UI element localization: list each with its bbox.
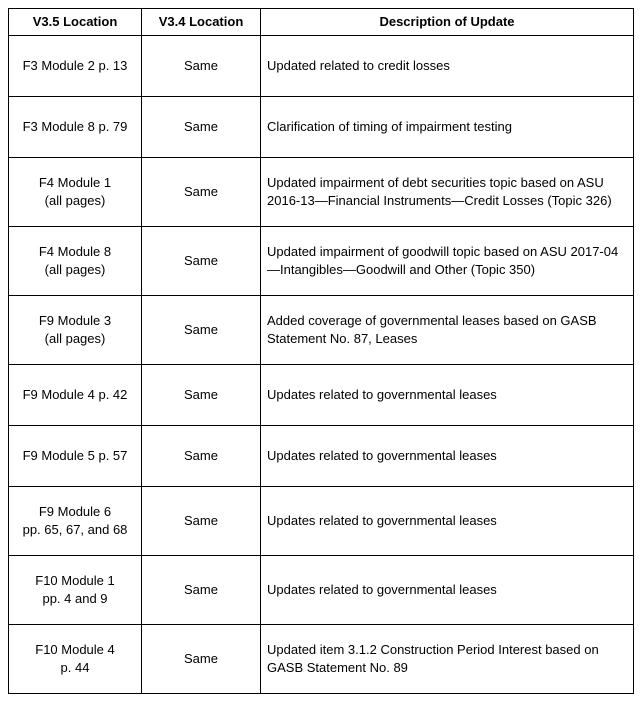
cell-v34-location: Same [142, 35, 261, 96]
cell-v34-location: Same [142, 555, 261, 624]
table-row: F4 Module 1 (all pages)SameUpdated impai… [9, 157, 634, 226]
table-row: F10 Module 1 pp. 4 and 9SameUpdates rela… [9, 555, 634, 624]
table-row: F10 Module 4 p. 44SameUpdated item 3.1.2… [9, 624, 634, 693]
updates-table: V3.5 Location V3.4 Location Description … [8, 8, 634, 694]
cell-description: Updated item 3.1.2 Construction Period I… [261, 624, 634, 693]
cell-v34-location: Same [142, 624, 261, 693]
table-row: F3 Module 8 p. 79SameClarification of ti… [9, 96, 634, 157]
table-body: F3 Module 2 p. 13SameUpdated related to … [9, 35, 634, 693]
table-row: F9 Module 6 pp. 65, 67, and 68SameUpdate… [9, 486, 634, 555]
cell-description: Updates related to governmental leases [261, 486, 634, 555]
cell-v35-location: F3 Module 2 p. 13 [9, 35, 142, 96]
cell-v35-location: F9 Module 4 p. 42 [9, 364, 142, 425]
table-row: F4 Module 8 (all pages)SameUpdated impai… [9, 226, 634, 295]
cell-v35-location: F10 Module 1 pp. 4 and 9 [9, 555, 142, 624]
table-row: F3 Module 2 p. 13SameUpdated related to … [9, 35, 634, 96]
cell-v34-location: Same [142, 96, 261, 157]
cell-description: Updates related to governmental leases [261, 364, 634, 425]
cell-v35-location: F9 Module 5 p. 57 [9, 425, 142, 486]
table-header-row: V3.5 Location V3.4 Location Description … [9, 9, 634, 36]
cell-description: Clarification of timing of impairment te… [261, 96, 634, 157]
cell-v35-location: F4 Module 1 (all pages) [9, 157, 142, 226]
cell-v34-location: Same [142, 226, 261, 295]
cell-v35-location: F9 Module 6 pp. 65, 67, and 68 [9, 486, 142, 555]
col-header-desc: Description of Update [261, 9, 634, 36]
cell-v34-location: Same [142, 486, 261, 555]
col-header-v35: V3.5 Location [9, 9, 142, 36]
col-header-v34: V3.4 Location [142, 9, 261, 36]
cell-v34-location: Same [142, 295, 261, 364]
cell-description: Added coverage of governmental leases ba… [261, 295, 634, 364]
table-row: F9 Module 5 p. 57SameUpdates related to … [9, 425, 634, 486]
cell-description: Updated impairment of goodwill topic bas… [261, 226, 634, 295]
table-row: F9 Module 4 p. 42SameUpdates related to … [9, 364, 634, 425]
cell-v35-location: F3 Module 8 p. 79 [9, 96, 142, 157]
cell-description: Updates related to governmental leases [261, 425, 634, 486]
cell-v34-location: Same [142, 425, 261, 486]
cell-v34-location: Same [142, 364, 261, 425]
cell-description: Updated impairment of debt securities to… [261, 157, 634, 226]
cell-v35-location: F10 Module 4 p. 44 [9, 624, 142, 693]
table-row: F9 Module 3 (all pages)SameAdded coverag… [9, 295, 634, 364]
cell-v35-location: F9 Module 3 (all pages) [9, 295, 142, 364]
cell-description: Updates related to governmental leases [261, 555, 634, 624]
cell-description: Updated related to credit losses [261, 35, 634, 96]
cell-v34-location: Same [142, 157, 261, 226]
cell-v35-location: F4 Module 8 (all pages) [9, 226, 142, 295]
